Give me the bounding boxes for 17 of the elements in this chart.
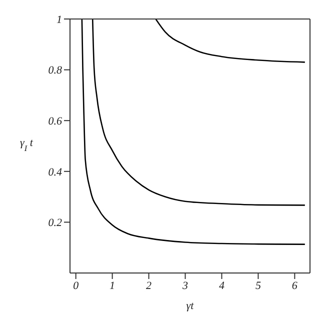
- y-tick-label: 0.4: [48, 166, 62, 178]
- x-tick-label: 5: [255, 280, 262, 292]
- line-series: [92, 19, 306, 206]
- x-tick-label: 4: [218, 280, 225, 292]
- y-tick-label: 1: [56, 14, 62, 26]
- y-tick-label: 0.8: [48, 64, 62, 77]
- y-tick-label: 0.2: [48, 217, 62, 230]
- x-tick-label: 1: [110, 280, 116, 292]
- line-series: [81, 19, 306, 245]
- y-tick-label: 0.6: [48, 116, 62, 128]
- x-tick-label: 6: [292, 280, 298, 292]
- x-tick-label: 0: [73, 280, 80, 292]
- line-series: [155, 19, 306, 63]
- x-tick-label: 2: [146, 280, 152, 292]
- y-axis-title: γ$_{I}$ t: [20, 137, 34, 152]
- x-tick-label: 3: [182, 280, 189, 292]
- x-axis-title: γt: [186, 300, 195, 312]
